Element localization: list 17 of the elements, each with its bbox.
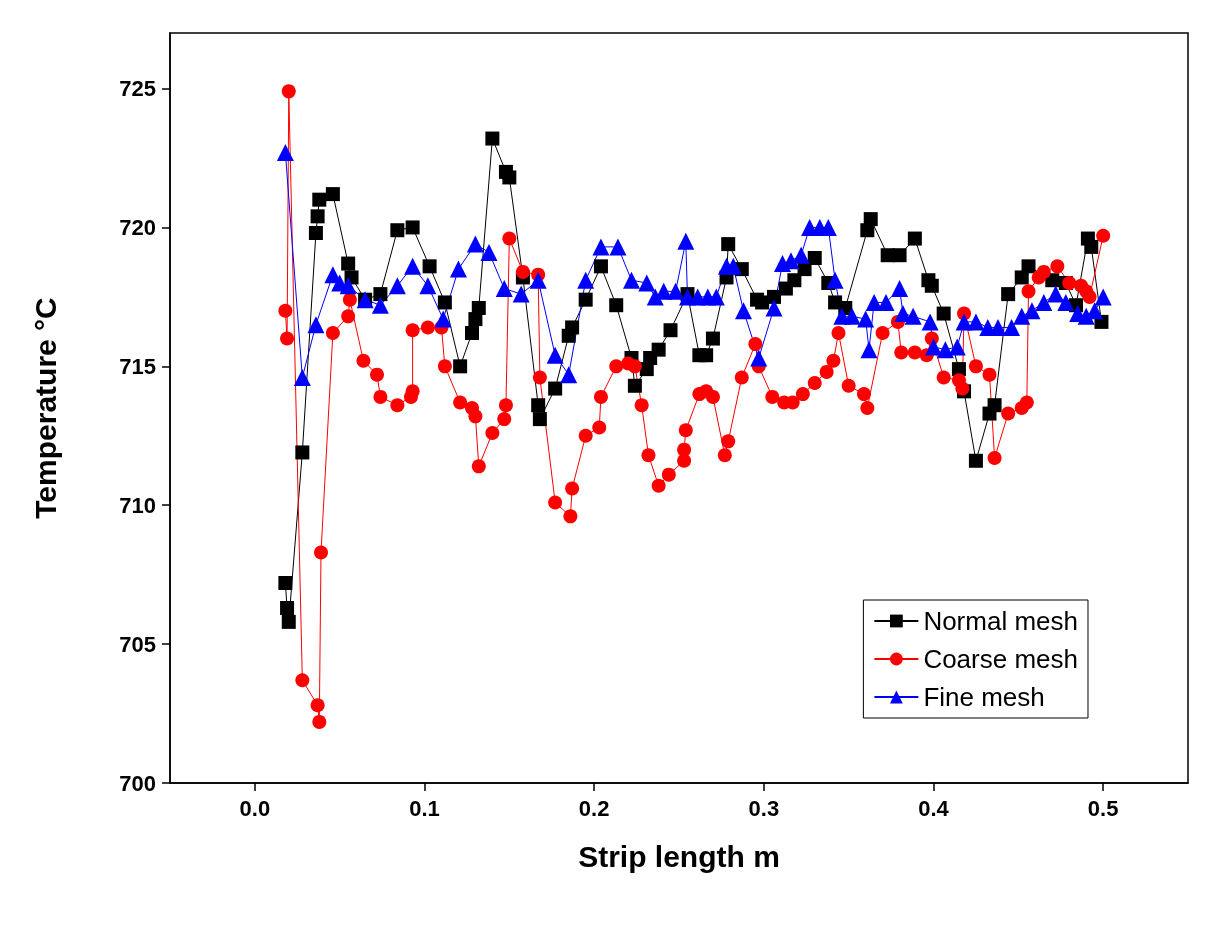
y-tick-label: 715 (119, 353, 156, 379)
y-tick-label: 720 (119, 214, 156, 240)
x-axis-title: Strip length m (578, 839, 780, 873)
x-tick-label: 0.1 (409, 795, 440, 821)
x-tick-label: 0.0 (239, 795, 271, 821)
y-tick-label: 700 (119, 770, 156, 796)
y-axis-title: Temperature °C (28, 297, 62, 519)
x-tick-label: 0.2 (578, 795, 610, 821)
x-tick-label: 0.3 (748, 795, 780, 821)
y-tick-label: 705 (119, 631, 156, 657)
legend-label: Normal mesh (923, 606, 1078, 636)
x-tick-label: 0.5 (1087, 795, 1119, 821)
y-tick-label: 725 (119, 76, 156, 102)
x-tick-label: 0.4 (918, 795, 950, 821)
legend-label: Fine mesh (923, 682, 1045, 712)
y-tick-label: 710 (119, 492, 156, 518)
legend-label: Coarse mesh (923, 644, 1079, 674)
